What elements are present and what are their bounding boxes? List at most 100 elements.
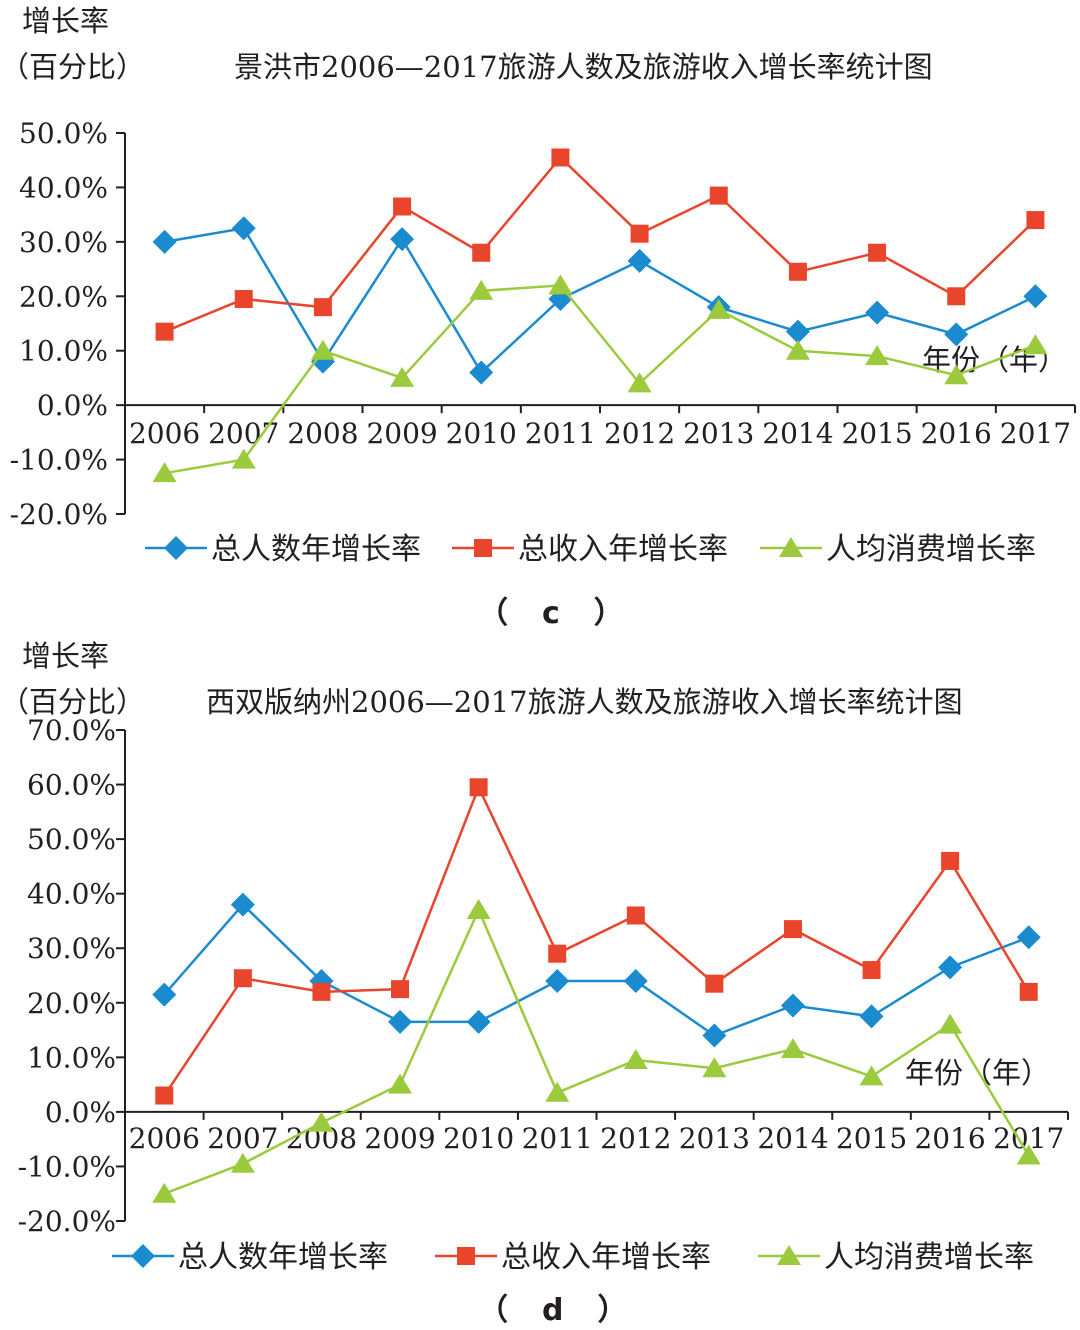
series-2: [155, 148, 1045, 341]
series-line: [163, 784, 1030, 1097]
x-tick-label: 2011: [522, 1122, 593, 1155]
data-point: [868, 243, 887, 262]
legend-marker: [777, 1245, 801, 1265]
data-point: [702, 1023, 727, 1048]
line-chart: 50.0% 40.0% 30.0% 20.0% 10.0% 0.0% -10.0% -20.0…: [10, 117, 1076, 567]
data-point: [469, 279, 494, 300]
data-point: [545, 1081, 570, 1102]
data-point: [862, 961, 881, 980]
data-point: [231, 448, 256, 469]
y-tick-label: 40.0%: [19, 171, 108, 204]
data-point: [944, 322, 969, 347]
data-point: [941, 851, 960, 870]
y-tick-label: 20.0%: [27, 987, 116, 1020]
data-point: [233, 969, 252, 988]
data-point: [938, 955, 963, 980]
series-3: [152, 274, 1048, 483]
data-point: [947, 287, 966, 306]
y-tick-label: -10.0%: [18, 1150, 116, 1183]
data-point: [152, 229, 177, 254]
chart-panel-c: 增长率 （百分比） 景洪市2006—2017旅游人数及旅游收入增长率统计图 50…: [0, 0, 1080, 631]
data-point: [234, 290, 253, 309]
x-tick-label: 2016: [921, 417, 992, 450]
x-tick-label: 2006: [129, 1122, 200, 1155]
legend-marker: [131, 1244, 155, 1268]
series-1: [152, 216, 1048, 385]
series-line: [164, 226, 1036, 375]
y-tick-label: 60.0%: [27, 769, 116, 802]
legend-label: 总收入年增长率: [518, 532, 728, 567]
data-point: [152, 982, 177, 1007]
data-point: [780, 993, 805, 1018]
x-tick-label: 2010: [443, 1122, 514, 1155]
y-tick-label: 40.0%: [27, 878, 116, 911]
legend-label: 人均消费增长率: [824, 1240, 1034, 1275]
series-line: [164, 155, 1037, 333]
x-tick-label: 2008: [287, 417, 358, 450]
data-point: [466, 1009, 491, 1034]
data-point: [783, 920, 802, 939]
x-tick-label: 2009: [366, 417, 437, 450]
line-chart: 70.0% 60.0% 50.0% 40.0% 30.0% 20.0% 10.0% 0.0% -…: [18, 714, 1069, 1275]
data-point: [472, 243, 491, 262]
data-point: [705, 974, 724, 993]
data-point: [623, 968, 648, 993]
chart-title: 西双版纳州2006—2017旅游人数及旅游收入增长率统计图: [206, 685, 963, 719]
data-point: [1016, 925, 1041, 950]
data-point: [548, 944, 567, 963]
x-tick-label: 2013: [683, 417, 754, 450]
data-point: [155, 322, 174, 341]
data-point: [548, 274, 573, 295]
legend-marker: [164, 536, 188, 560]
data-point: [1026, 211, 1045, 230]
y-tick-label: -20.0%: [10, 498, 108, 531]
x-tick-label: 2015: [841, 417, 912, 450]
x-tick-label: 2009: [364, 1122, 435, 1155]
data-point: [313, 298, 332, 317]
y-tick-label: 30.0%: [27, 932, 116, 965]
y-axis-title-line2: （百分比）: [0, 50, 146, 84]
legend-label: 人均消费增长率: [826, 532, 1036, 567]
axes: 50.0% 40.0% 30.0% 20.0% 10.0% 0.0% -10.0% -20.0…: [10, 117, 1076, 531]
series-1: [152, 892, 1041, 1048]
data-point: [152, 462, 177, 483]
legend-item: 总人数年增长率: [145, 532, 421, 567]
data-point: [780, 1038, 805, 1059]
series-line: [163, 902, 1030, 1037]
data-point: [627, 372, 652, 393]
data-point: [469, 360, 494, 385]
data-point: [551, 148, 570, 167]
legend-item: 总收入年增长率: [452, 532, 728, 567]
data-point: [788, 262, 807, 281]
y-tick-label: 10.0%: [27, 1041, 116, 1074]
legend-marker: [779, 537, 803, 557]
y-axis-title-line2: （百分比）: [0, 685, 146, 719]
x-tick-label: 2013: [679, 1122, 750, 1155]
figure-caption: （ d ）: [478, 1293, 630, 1328]
y-tick-label: 50.0%: [27, 823, 116, 856]
data-point: [859, 1004, 884, 1029]
x-tick-label: 2007: [208, 417, 279, 450]
data-point: [623, 1049, 648, 1070]
data-point: [469, 778, 488, 797]
data-point: [630, 224, 649, 243]
y-tick-label: 30.0%: [19, 226, 108, 259]
data-point: [390, 366, 415, 387]
x-tick-label: 2017: [1000, 417, 1071, 450]
chart-title: 景洪市2006—2017旅游人数及旅游收入增长率统计图: [234, 50, 933, 84]
data-point: [706, 298, 731, 319]
y-tick-label: 20.0%: [19, 280, 108, 313]
data-point: [785, 319, 810, 344]
data-point: [152, 1182, 177, 1203]
data-point: [785, 339, 810, 360]
x-tick-label: 2014: [762, 417, 833, 450]
data-point: [155, 1086, 174, 1105]
data-point: [1023, 284, 1048, 309]
legend-item: 人均消费增长率: [758, 1240, 1034, 1275]
data-point: [391, 980, 410, 999]
legend-item: 总人数年增长率: [112, 1240, 388, 1275]
data-point: [231, 216, 256, 241]
data-point: [310, 339, 335, 360]
data-point: [230, 1152, 255, 1173]
x-tick-label: 2010: [446, 417, 517, 450]
